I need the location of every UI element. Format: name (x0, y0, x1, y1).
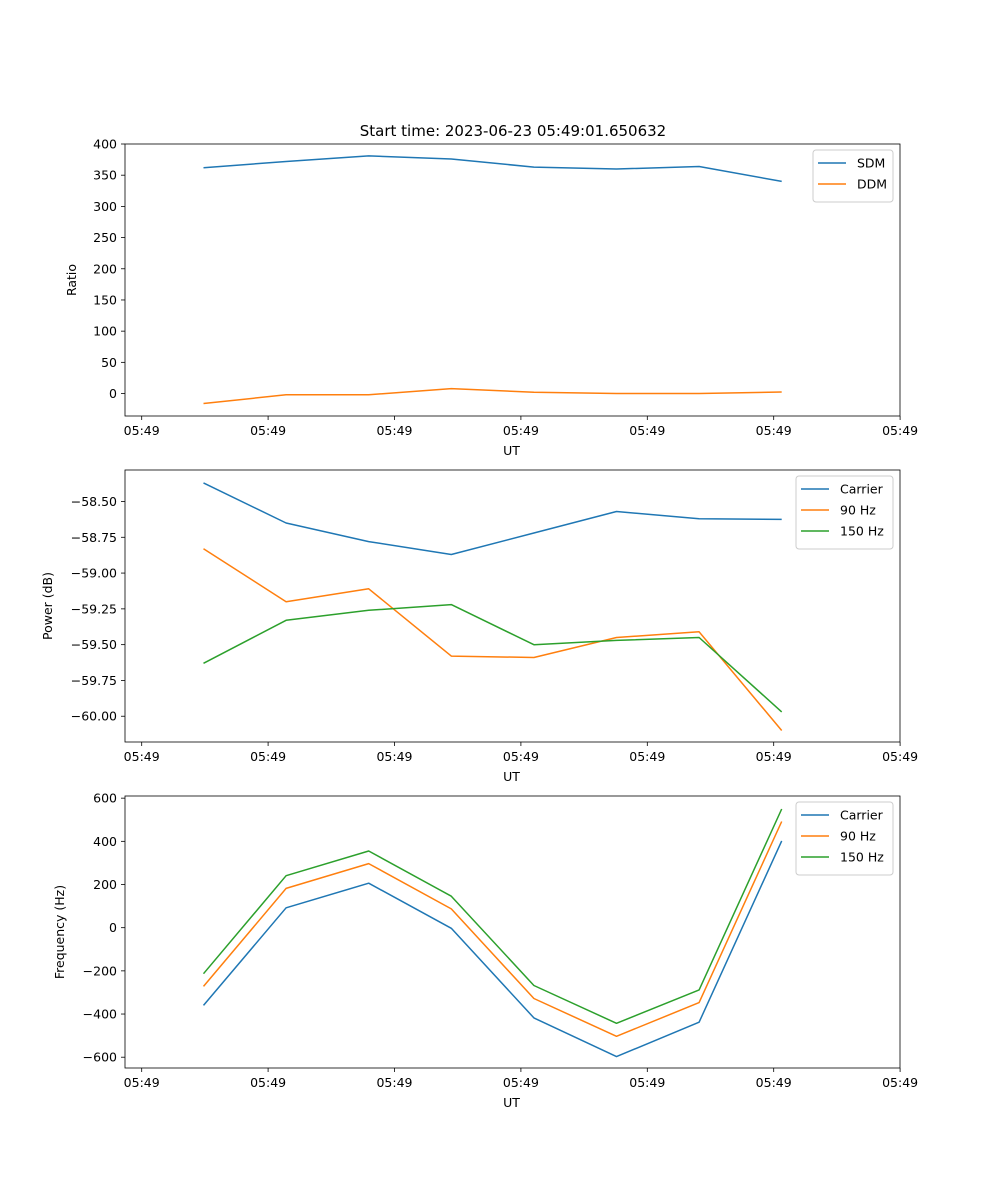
x-tick-label: 05:49 (503, 749, 539, 764)
y-tick-label: −59.50 (71, 637, 117, 652)
y-tick-label: −59.75 (71, 673, 117, 688)
figure-title: Start time: 2023-06-23 05:49:01.650632 (360, 122, 666, 140)
series-line-90-hz (202, 821, 783, 1038)
x-tick-label: 05:49 (250, 423, 286, 438)
legend-entry: SDM (857, 156, 885, 171)
y-tick-label: −58.50 (71, 494, 117, 509)
axes-frame (124, 795, 901, 1069)
y-tick-label: −400 (83, 1007, 117, 1022)
x-tick-label: 05:49 (124, 749, 160, 764)
y-tick-label: 350 (93, 168, 117, 183)
x-tick-label: 05:49 (124, 423, 160, 438)
x-tick-label: 05:49 (250, 1075, 286, 1090)
y-tick-label: 0 (109, 920, 117, 935)
x-tick-label: 05:49 (756, 749, 792, 764)
y-tick-label: 300 (93, 199, 117, 214)
series-line-carrier (202, 840, 783, 1058)
x-axis-label: UT (503, 769, 520, 784)
y-tick-label: 600 (93, 791, 117, 806)
x-tick-label: 05:49 (882, 423, 918, 438)
y-axis-label: Frequency (Hz) (52, 885, 67, 979)
x-tick-label: 05:49 (503, 423, 539, 438)
x-tick-label: 05:49 (882, 1075, 918, 1090)
y-tick-label: −600 (83, 1050, 117, 1065)
x-axis-label: UT (503, 1095, 520, 1110)
x-tick-label: 05:49 (629, 749, 665, 764)
x-tick-label: 05:49 (629, 1075, 665, 1090)
x-tick-label: 05:49 (376, 1075, 412, 1090)
y-tick-label: −58.75 (71, 530, 117, 545)
y-tick-label: 100 (93, 324, 117, 339)
legend: Carrier 90 Hz 150 Hz (795, 801, 894, 876)
y-tick-label: 200 (93, 877, 117, 892)
series-line-sdm (203, 155, 782, 183)
legend-entry: 90 Hz (840, 503, 876, 518)
x-tick-label: 05:49 (756, 1075, 792, 1090)
legend-entry: Carrier (840, 482, 884, 497)
y-tick-label: 150 (93, 292, 117, 307)
y-tick-label: 200 (93, 261, 117, 276)
x-tick-label: 05:49 (376, 423, 412, 438)
y-tick-label: −59.00 (71, 566, 117, 581)
y-tick-label: 400 (93, 137, 117, 152)
x-axis-label: UT (503, 443, 520, 458)
y-axis-label: Ratio (64, 264, 79, 296)
y-tick-label: 50 (101, 355, 117, 370)
y-tick-label: −59.25 (71, 601, 117, 616)
x-tick-label: 05:49 (756, 423, 792, 438)
y-tick-label: 0 (109, 386, 117, 401)
subplot-1: 05:4905:4905:4905:4905:4905:4905:4905:50… (64, 137, 918, 459)
x-tick-label: 05:49 (124, 1075, 160, 1090)
legend-entry: Carrier (840, 808, 884, 823)
x-tick-label: 05:49 (629, 423, 665, 438)
legend-entry: 150 Hz (840, 850, 884, 865)
y-axis-label: Power (dB) (40, 572, 55, 640)
series-line-ddm (203, 387, 782, 405)
x-tick-label: 05:49 (376, 749, 412, 764)
legend-entry: DDM (857, 177, 887, 192)
legend: Carrier 90 Hz 150 Hz (795, 475, 894, 550)
series-line-90-hz (203, 548, 783, 731)
legend-entry: 150 Hz (840, 524, 884, 539)
series-line-150-hz (202, 808, 783, 1025)
axes-frame (124, 469, 901, 743)
y-tick-label: 400 (93, 834, 117, 849)
y-tick-label: −200 (83, 963, 117, 978)
legend: SDM DDM (812, 149, 894, 203)
subplot-2: 05:4905:4905:4905:4905:4905:4905:4905:50… (40, 469, 918, 784)
plots-container: 05:4905:4905:4905:4905:4905:4905:4905:50… (40, 137, 918, 1111)
x-tick-label: 05:49 (503, 1075, 539, 1090)
legend-entry: 90 Hz (840, 829, 876, 844)
series-line-carrier (203, 482, 782, 556)
x-tick-label: 05:49 (250, 749, 286, 764)
series-line-150-hz (203, 603, 783, 713)
axes-frame (124, 143, 901, 417)
subplot-3: 05:4905:4905:4905:4905:4905:4905:4905:50… (52, 791, 918, 1110)
y-tick-label: −60.00 (71, 709, 117, 724)
y-tick-label: 250 (93, 230, 117, 245)
x-tick-label: 05:49 (882, 749, 918, 764)
